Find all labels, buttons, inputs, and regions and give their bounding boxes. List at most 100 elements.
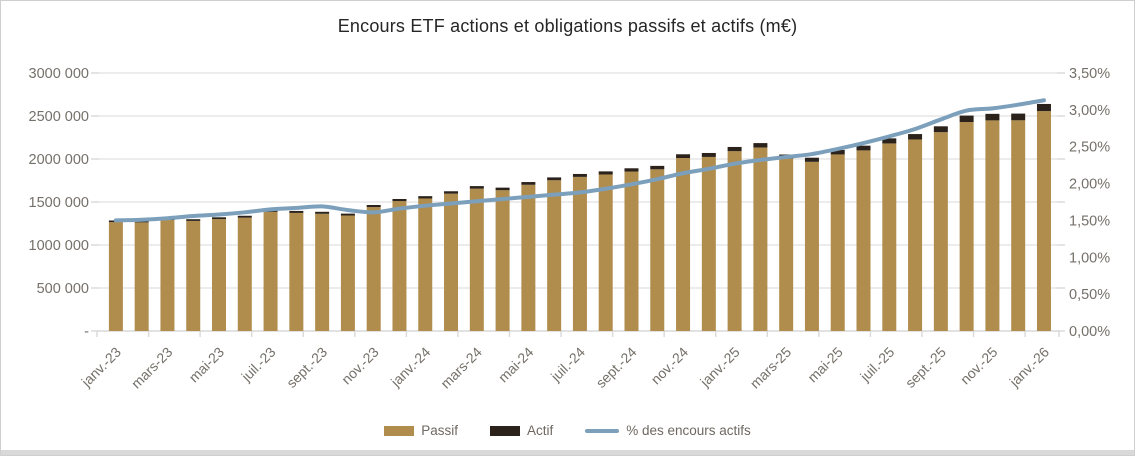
x-axis-tick: juil.-23: [238, 344, 279, 385]
x-axis-tick: juil.-25: [856, 344, 897, 385]
right-axis-tick: 3,00%: [1069, 103, 1110, 119]
line-swatch-icon: [585, 428, 620, 433]
passif-bar: [830, 154, 845, 331]
passif-bar: [959, 122, 974, 332]
x-axis-tick: nov.-24: [648, 344, 692, 388]
actif-bar: [572, 173, 587, 177]
passif-bar: [1036, 111, 1051, 332]
actif-bar: [340, 213, 355, 216]
passif-bar: [289, 212, 304, 331]
x-axis-tick: sept.-25: [902, 344, 949, 391]
x-axis-tick: mai-24: [495, 344, 537, 386]
left-axis-tick: 1000 000: [29, 238, 89, 254]
legend-item-actif: Actif: [489, 423, 554, 438]
passif-bar: [134, 222, 149, 331]
right-axis-tick: 0,50%: [1069, 287, 1110, 303]
actif-bar: [366, 205, 381, 208]
actif-bar: [469, 186, 484, 189]
passif-bar: [727, 151, 742, 331]
left-axis-tick: 2000 000: [29, 152, 89, 168]
legend-item-pct-actifs: % des encours actifs: [585, 423, 751, 438]
passif-bar: [624, 171, 639, 331]
actif-bar: [392, 198, 407, 202]
legend-label-passif: Passif: [421, 423, 458, 438]
x-axis-tick: janv.-24: [387, 344, 434, 391]
left-axis-labels: - 500 000 1000 000 1500 000 2000 000 2500 000…: [29, 66, 90, 340]
right-axis-tick: 1,00%: [1069, 250, 1110, 266]
actif-bar: [1011, 113, 1026, 121]
x-axis-tick: mars-25: [747, 344, 795, 392]
passif-bar: [212, 219, 227, 331]
actif-bar: [753, 143, 768, 148]
left-axis-tick: 2500 000: [29, 109, 89, 125]
passif-bar: [908, 139, 923, 331]
passif-bar: [521, 184, 536, 331]
passif-bar: [882, 143, 897, 331]
actif-bar: [418, 196, 433, 199]
passif-swatch-icon: [384, 425, 415, 436]
actif-bar: [186, 219, 201, 221]
actif-bar: [315, 211, 330, 214]
x-axis-tick: janv.-26: [1006, 344, 1053, 391]
actif-bar: [444, 191, 459, 194]
right-axis-labels: 0,00% 0,50% 1,00% 1,50% 2,00% 2,50% 3,00% 3,50%: [1069, 66, 1110, 340]
passif-bar: [418, 198, 433, 331]
passif-bar: [160, 220, 175, 331]
passif-bars: [108, 111, 1051, 332]
x-axis-tick: nov.-23: [338, 344, 382, 388]
passif-bar: [985, 120, 1000, 331]
x-axis-tick: mai-25: [804, 344, 846, 386]
x-axis-labels: janv.-23 mars-23 mai-23 juil.-23 sept.-23 nov…: [77, 344, 1052, 392]
left-axis-tick: 500 000: [37, 281, 89, 297]
actif-bar: [701, 152, 716, 157]
x-axis-tick: janv.-25: [696, 344, 743, 391]
x-axis-tick: sept.-24: [593, 344, 640, 391]
left-axis-tick: -: [84, 324, 89, 340]
x-axis-tick: mars-24: [437, 344, 485, 392]
x-axis-tick: janv.-23: [77, 344, 124, 391]
right-axis-tick: 2,00%: [1069, 177, 1110, 193]
actif-bar: [521, 182, 536, 185]
right-axis-tick: 3,50%: [1069, 66, 1110, 82]
legend-label-actif: Actif: [526, 423, 554, 438]
actif-bar: [547, 177, 562, 181]
actif-bar: [1036, 103, 1051, 112]
actif-swatch-icon: [489, 425, 520, 436]
actif-bar: [985, 113, 1000, 121]
actif-bar: [804, 157, 819, 162]
passif-bar: [779, 158, 794, 331]
passif-bar: [753, 147, 768, 331]
chart-legend: Passif Actif % des encours actifs: [1, 423, 1134, 438]
passif-bar: [933, 132, 948, 331]
passif-bar: [340, 215, 355, 331]
actif-bar: [727, 146, 742, 152]
passif-bar: [598, 174, 613, 331]
passif-bar: [804, 161, 819, 331]
passif-bar: [186, 220, 201, 331]
passif-bar: [1011, 120, 1026, 331]
x-axis-tick: mars-23: [128, 344, 176, 392]
actif-bar: [856, 145, 871, 151]
x-axis-tick: mai-23: [186, 344, 228, 386]
passif-bar: [572, 176, 587, 331]
actif-bar: [676, 154, 691, 159]
right-axis-tick: 1,50%: [1069, 213, 1110, 229]
actif-bar: [882, 138, 897, 144]
left-axis-tick: 1500 000: [29, 195, 89, 211]
passif-bar: [650, 169, 665, 331]
x-axis-tick: juil.-24: [547, 344, 588, 385]
passif-bar: [263, 211, 278, 331]
passif-bar: [469, 188, 484, 331]
passif-bar: [315, 213, 330, 331]
left-axis-tick: 3000 000: [29, 66, 89, 82]
bottom-border-band: [1, 450, 1134, 455]
passif-bar: [108, 222, 123, 331]
passif-bar: [676, 158, 691, 331]
right-axis-tick: 0,00%: [1069, 324, 1110, 340]
actif-bar: [289, 210, 304, 213]
actif-bar: [212, 217, 227, 220]
passif-bar: [392, 201, 407, 331]
actif-bar: [933, 126, 948, 133]
